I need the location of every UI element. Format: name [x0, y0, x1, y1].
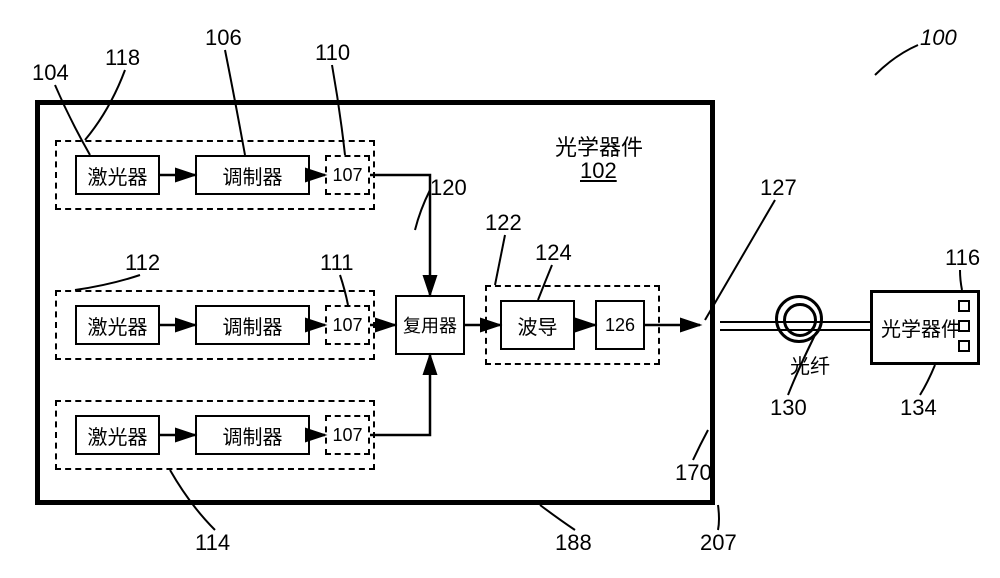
laser-2: 激光器 [75, 305, 160, 345]
ref-104: 104 [32, 60, 69, 86]
box107-3-label: 107 [332, 425, 362, 446]
box126: 126 [595, 300, 645, 350]
ref-124: 124 [535, 240, 572, 266]
box107-3: 107 [325, 415, 370, 455]
mux-box: 复用器 [395, 295, 465, 355]
box107-1: 107 [325, 155, 370, 195]
laser-1: 激光器 [75, 155, 160, 195]
ref-207: 207 [700, 530, 737, 556]
waveguide-label: 波导 [518, 311, 558, 340]
ref-111: 111 [320, 250, 353, 276]
ref-170: 170 [675, 460, 712, 486]
ref-127: 127 [760, 175, 797, 201]
laser-3-label: 激光器 [88, 421, 148, 450]
modulator-3: 调制器 [195, 415, 310, 455]
diagram-canvas: 激光器 调制器 107 激光器 调制器 107 激光器 调制器 107 复用器 … [0, 0, 1000, 578]
ref-116: 116 [945, 245, 980, 271]
ref-134: 134 [900, 395, 937, 421]
modulator-1: 调制器 [195, 155, 310, 195]
ref-118: 118 [105, 45, 140, 71]
ref-110: 110 [315, 40, 350, 66]
waveguide-box: 波导 [500, 300, 575, 350]
ref-188: 188 [555, 530, 592, 556]
optical-right-label: 光学器件 [881, 313, 961, 342]
laser-3: 激光器 [75, 415, 160, 455]
ref-106: 106 [205, 25, 242, 51]
box107-1-label: 107 [332, 165, 362, 186]
port-3 [958, 340, 970, 352]
ref-120: 120 [430, 175, 467, 201]
box107-2-label: 107 [332, 315, 362, 336]
port-2 [958, 320, 970, 332]
ref-130: 130 [770, 395, 807, 421]
ref-114: 114 [195, 530, 230, 556]
laser-2-label: 激光器 [88, 311, 148, 340]
ref-112: 112 [125, 250, 160, 276]
modulator-1-label: 调制器 [223, 161, 283, 190]
port-1 [958, 300, 970, 312]
box126-label: 126 [605, 315, 635, 336]
ref-122: 122 [485, 210, 522, 236]
fiber-coil [775, 295, 823, 343]
mux-label: 复用器 [403, 312, 457, 338]
modulator-2: 调制器 [195, 305, 310, 345]
optical-device-num: 102 [580, 158, 617, 184]
fiber-label: 光纤 [790, 350, 830, 379]
modulator-2-label: 调制器 [223, 311, 283, 340]
modulator-3-label: 调制器 [223, 421, 283, 450]
laser-1-label: 激光器 [88, 161, 148, 190]
box107-2: 107 [325, 305, 370, 345]
ref-100: 100 [920, 25, 957, 51]
